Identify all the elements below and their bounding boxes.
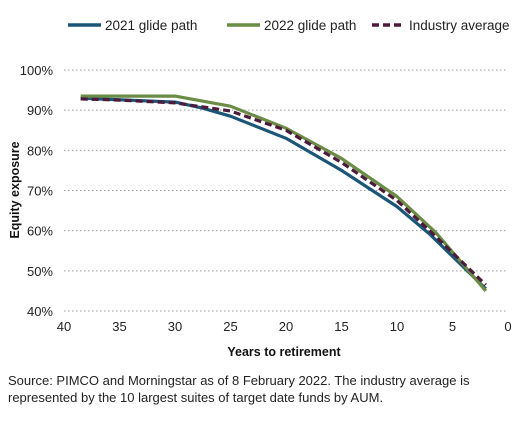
y-axis-ticks: 100% 90% 80% 70% 60% 50% 40% xyxy=(20,63,54,319)
source-note: Source: PIMCO and Morningstar as of 8 Fe… xyxy=(8,373,470,405)
series-line-2022-glide-path xyxy=(80,94,488,292)
legend-label: Industry average xyxy=(409,18,510,33)
y-tick-label: 80% xyxy=(27,143,53,158)
line-chart: 2021 glide path 2022 glide path Industry a… xyxy=(8,18,512,359)
gridlines xyxy=(64,69,508,312)
y-tick-label: 90% xyxy=(27,103,53,118)
x-tick-label: 0 xyxy=(504,319,511,334)
legend-label: 2022 glide path xyxy=(264,18,356,33)
y-tick-label: 40% xyxy=(27,304,53,319)
x-tick-label: 10 xyxy=(390,319,404,334)
x-tick-label: 20 xyxy=(279,319,293,334)
x-tick-label: 30 xyxy=(168,319,182,334)
x-axis-title: Years to retirement xyxy=(227,345,341,359)
y-tick-label: 70% xyxy=(27,184,53,199)
x-tick-label: 40 xyxy=(57,319,71,334)
series-line-industry-average xyxy=(80,97,487,287)
x-tick-label: 35 xyxy=(112,319,126,334)
x-tick-label: 15 xyxy=(334,319,348,334)
legend-label: 2021 glide path xyxy=(105,18,197,33)
y-tick-label: 60% xyxy=(27,224,53,239)
x-tick-label: 5 xyxy=(449,319,456,334)
series-lines xyxy=(80,94,488,292)
x-tick-label: 25 xyxy=(223,319,237,334)
y-tick-label: 100% xyxy=(20,63,54,78)
legend: 2021 glide path 2022 glide path Industry a… xyxy=(68,18,510,33)
y-axis-title: Equity exposure xyxy=(8,141,22,238)
x-axis-ticks: 40 35 30 25 20 15 10 5 0 xyxy=(57,319,512,334)
y-tick-label: 50% xyxy=(27,264,53,279)
